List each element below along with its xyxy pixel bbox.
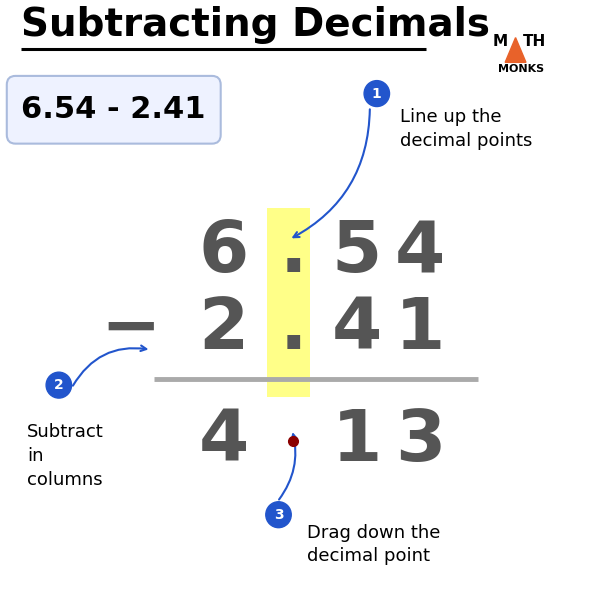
- Text: .: .: [279, 295, 307, 364]
- Bar: [267, 208, 310, 397]
- Text: Subtracting Decimals: Subtracting Decimals: [21, 5, 490, 44]
- Polygon shape: [505, 38, 526, 62]
- Text: Drag down the
decimal point: Drag down the decimal point: [307, 524, 441, 565]
- Text: 1: 1: [331, 407, 382, 476]
- Text: 3: 3: [395, 407, 445, 476]
- Text: 2: 2: [54, 378, 64, 392]
- Text: 6.54 - 2.41: 6.54 - 2.41: [22, 95, 206, 124]
- Circle shape: [364, 81, 389, 107]
- Circle shape: [46, 372, 71, 398]
- Text: TH: TH: [523, 35, 546, 50]
- Text: 1: 1: [395, 295, 445, 364]
- Text: 3: 3: [274, 508, 283, 522]
- Text: .: .: [279, 218, 307, 287]
- Text: 4: 4: [395, 218, 445, 287]
- Text: MONKS: MONKS: [498, 64, 544, 74]
- Text: 1: 1: [372, 87, 382, 101]
- Text: 6: 6: [199, 218, 249, 287]
- Text: Line up the
decimal points: Line up the decimal points: [400, 108, 532, 150]
- Text: 4: 4: [331, 295, 382, 364]
- FancyBboxPatch shape: [7, 76, 221, 144]
- Text: 5: 5: [331, 218, 382, 287]
- Text: −: −: [101, 295, 161, 364]
- Text: M: M: [493, 35, 508, 50]
- Text: 2: 2: [199, 295, 249, 364]
- Text: Subtract
in
columns: Subtract in columns: [27, 424, 104, 488]
- Circle shape: [266, 502, 291, 528]
- Text: 4: 4: [199, 407, 249, 476]
